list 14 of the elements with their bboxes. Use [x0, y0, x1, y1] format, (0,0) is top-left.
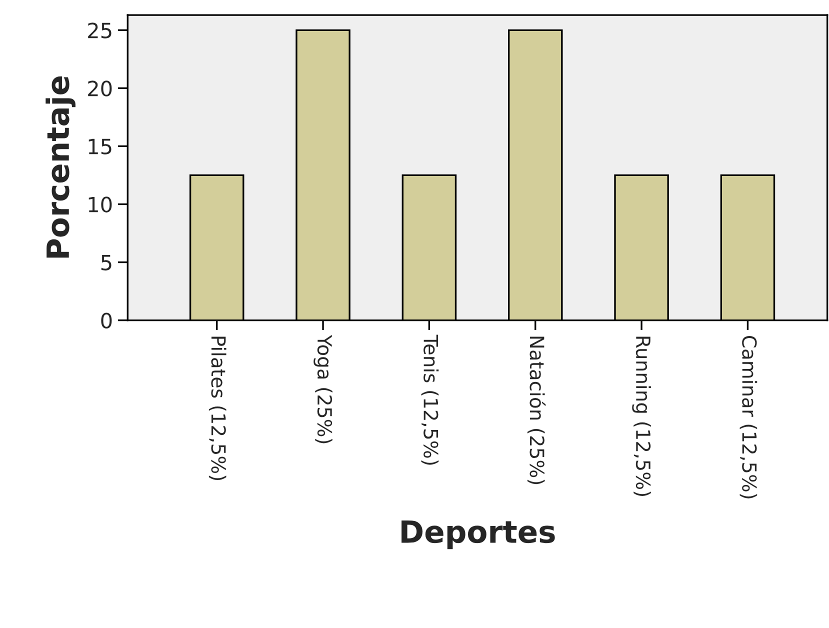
y-tick-label: 20: [88, 80, 112, 96]
y-axis-title: Porcentaje: [46, 76, 76, 258]
y-tick-label: 15: [88, 138, 112, 154]
y-tick-label: 10: [88, 196, 112, 212]
x-tick-label: Yoga (25%): [314, 334, 332, 444]
y-tick-label: 0: [101, 312, 112, 328]
x-tick-label: Tenis (12,5%): [421, 334, 439, 465]
y-tick-label: 25: [88, 22, 112, 38]
x-tick-label: Natación (25%): [527, 336, 546, 484]
y-tick-label: 5: [101, 254, 112, 270]
x-tick-label: Pilates (12,5%): [208, 336, 226, 480]
x-axis-title: Deportes: [402, 520, 555, 550]
x-tick-label: Caminar (12,5%): [740, 336, 758, 498]
x-tick-label: Running (12,5%): [632, 336, 651, 496]
